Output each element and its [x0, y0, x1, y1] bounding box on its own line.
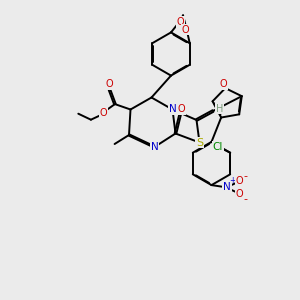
Text: S: S	[196, 137, 203, 148]
Text: -: -	[244, 171, 248, 182]
Text: O: O	[220, 79, 228, 89]
Text: +: +	[229, 176, 236, 185]
Text: O: O	[182, 25, 189, 35]
Text: O: O	[105, 79, 113, 89]
Text: -: -	[244, 194, 248, 204]
Text: N: N	[223, 182, 231, 193]
Text: H: H	[216, 103, 223, 114]
Text: O: O	[100, 108, 107, 118]
Text: N: N	[151, 142, 158, 152]
Text: O: O	[178, 104, 185, 115]
Text: Cl: Cl	[212, 142, 223, 152]
Text: O: O	[177, 17, 184, 27]
Text: N: N	[169, 104, 176, 115]
Text: O: O	[236, 176, 244, 186]
Text: O: O	[236, 189, 244, 199]
